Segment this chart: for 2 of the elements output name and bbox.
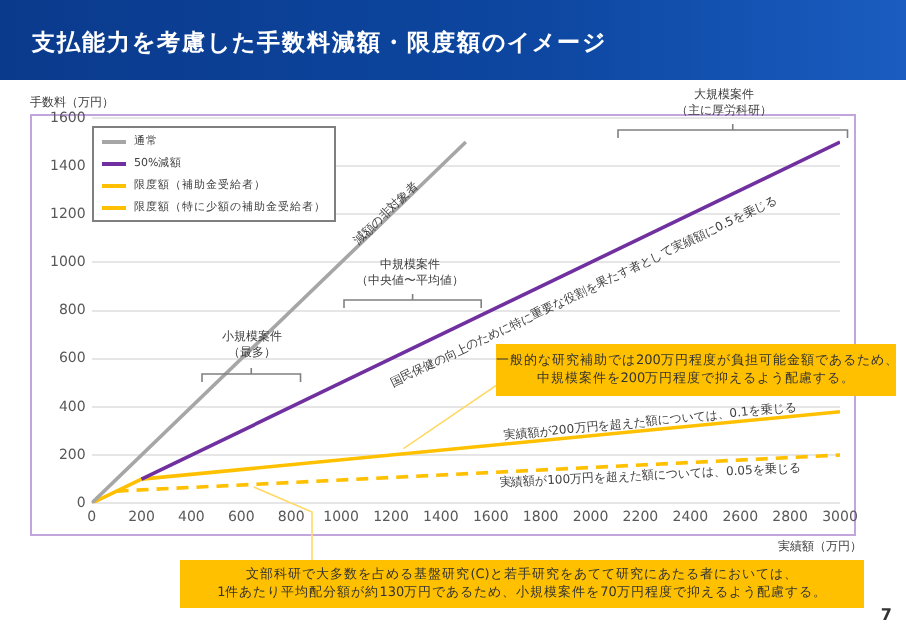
text: 7	[880, 606, 892, 624]
chart-title: 支払能力を考慮した手数料減額・限度額のイメージ	[32, 28, 607, 58]
